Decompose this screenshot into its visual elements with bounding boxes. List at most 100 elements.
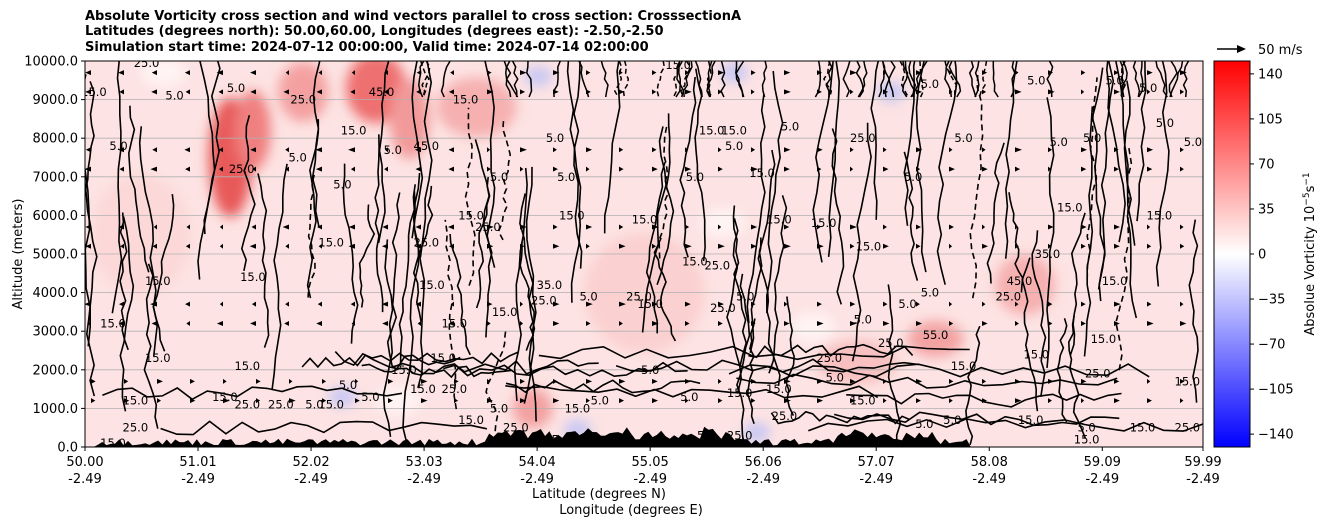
x-tick-label-lon: -2.49	[181, 472, 215, 487]
contour-line	[444, 219, 458, 410]
wind-vector	[1114, 224, 1120, 230]
wind-vector	[883, 243, 889, 249]
contour-label: 15.0	[766, 382, 792, 396]
wind-vector	[119, 166, 124, 172]
x-tick-label-lon: -2.49	[859, 472, 893, 487]
wind-vector	[586, 243, 590, 249]
contour-line	[888, 61, 896, 98]
wind-vector	[1147, 301, 1152, 307]
wind-vector	[384, 147, 388, 153]
contour-label: 25.0	[234, 398, 260, 412]
wind-vector	[718, 224, 722, 230]
contour-label: 25.0	[290, 93, 316, 107]
contour-label: 15.0	[1102, 274, 1128, 288]
contour-label: 15.0	[419, 278, 445, 292]
wind-vector	[619, 89, 625, 95]
contour-line	[944, 61, 958, 98]
contour-label: 25.0	[442, 382, 468, 396]
contour-line	[785, 296, 795, 416]
wind-vector	[151, 320, 157, 326]
contour-line	[111, 61, 123, 314]
wind-vector	[285, 166, 289, 172]
wind-vector	[1015, 89, 1022, 95]
contour-label: 5.0	[680, 390, 698, 404]
contour-line	[420, 61, 430, 98]
wind-vector	[619, 70, 623, 76]
wind-vector	[1147, 166, 1153, 172]
contour-label: 15.0	[811, 216, 837, 230]
y-tick-label: 8000.0	[33, 132, 79, 147]
contour-line	[301, 354, 461, 370]
x-tick-label-lon: -2.49	[746, 472, 780, 487]
contour-label: 35.0	[1035, 247, 1061, 261]
wind-vector	[586, 147, 593, 153]
contour-line	[85, 81, 96, 225]
contour-label: 15.0	[1147, 208, 1173, 222]
wind-vector	[520, 398, 527, 404]
wind-vector	[883, 147, 887, 153]
contour-label: 15.0	[721, 123, 747, 137]
wind-vector	[1015, 378, 1021, 384]
wind-vector	[487, 166, 491, 172]
wind-vector	[1015, 243, 1019, 249]
contour-line	[613, 61, 623, 98]
contour-label: 5.0	[1077, 421, 1095, 435]
contour-line	[808, 418, 1203, 432]
vorticity-blob	[742, 422, 771, 443]
x-tick-label-lon: -2.49	[1186, 472, 1220, 487]
wind-vector	[1048, 70, 1054, 76]
contour-label: 25.0	[475, 220, 501, 234]
wind-vector	[454, 378, 459, 384]
colorbar-label: Absolue Vorticity 10−5s−1	[1302, 172, 1318, 335]
contour-line	[728, 363, 1150, 378]
contour-line	[85, 74, 91, 347]
contour-label: 25.0	[850, 131, 876, 145]
contour-label: 15.0	[637, 297, 663, 311]
contour-line	[656, 61, 666, 98]
contour-label: 55.0	[923, 328, 949, 342]
wind-vector	[447, 224, 454, 230]
plot-area: 25.0 15.0 5.0 5.0 25.0 5.0 25.0 5.0 15.0 5.0 15.0 5…	[84, 60, 1204, 448]
wind-vector	[586, 224, 593, 230]
wind-vector	[619, 224, 624, 230]
wind-vector	[150, 166, 157, 172]
contour-line	[1188, 219, 1199, 403]
x-tick-label-lat: 59.09	[1084, 455, 1121, 470]
wind-vector	[718, 398, 723, 404]
wind-vector	[315, 166, 322, 172]
wind-vector	[1147, 243, 1152, 249]
wind-vector	[1114, 166, 1119, 172]
wind-vector	[153, 224, 157, 230]
wind-vector	[619, 301, 626, 307]
wind-vectors	[85, 70, 1187, 404]
contour-line	[706, 61, 716, 98]
wind-vector	[450, 301, 454, 307]
wind-vector	[817, 147, 823, 153]
contour-label: 5.0	[1027, 73, 1045, 87]
wind-vector	[1114, 378, 1120, 384]
y-tick-label: 7000.0	[33, 170, 79, 185]
colorbar-tick-label: 105	[1258, 112, 1283, 127]
contour-label: 5.0	[1105, 73, 1123, 87]
x-tick-label-lon: -2.49	[294, 472, 328, 487]
contour-line	[768, 195, 788, 374]
contour-line	[675, 61, 683, 98]
contour-line	[505, 379, 701, 394]
contour-label: 5.0	[109, 139, 127, 153]
contour-label: 5.0	[546, 131, 564, 145]
wind-vector	[1081, 243, 1086, 249]
contour-label: 15.0	[682, 255, 708, 269]
contour-label: 15.0	[341, 123, 367, 137]
contour-line	[271, 163, 288, 390]
contour-label: 15.0	[318, 235, 344, 249]
wind-vector	[520, 243, 525, 249]
contour-line	[855, 61, 864, 98]
wind-vector	[318, 243, 322, 249]
contour-line	[825, 61, 833, 97]
wind-vector	[784, 243, 791, 249]
contour-line	[1056, 318, 1068, 423]
wind-vector	[487, 224, 494, 230]
contour-label: 5.0	[725, 139, 743, 153]
colorbar-tick-label: 70	[1258, 157, 1275, 172]
x-tick-label-lat: 52.02	[292, 455, 329, 470]
